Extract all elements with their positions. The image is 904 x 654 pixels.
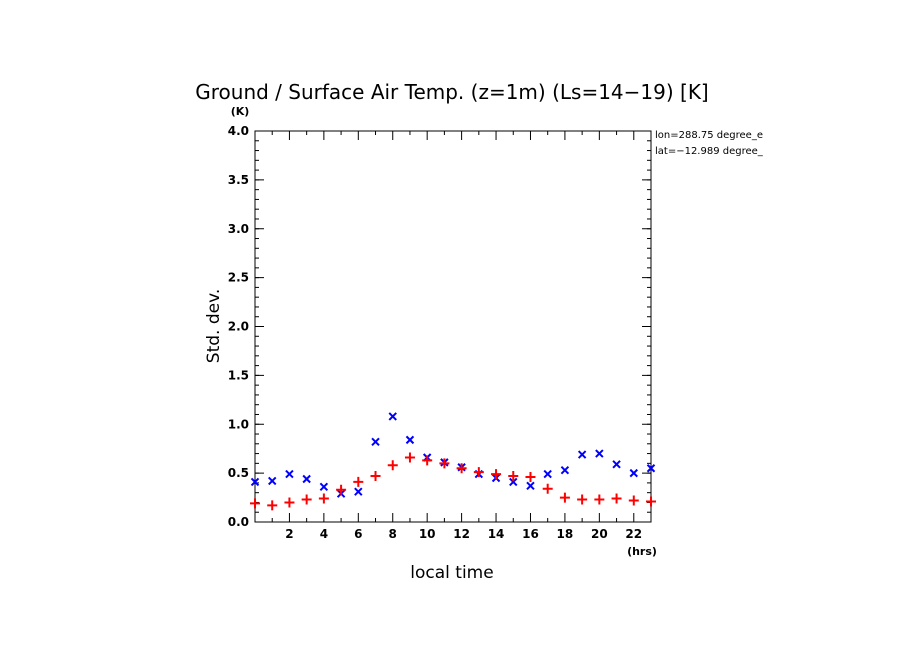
plus-marker [473,467,484,478]
x-tick-label: 14 [488,527,505,541]
x-marker [285,469,294,479]
plus-marker [336,484,347,495]
y-tick-label: 2.5 [228,271,249,285]
plus-marker [422,455,433,466]
x-marker [646,464,656,473]
lat-annotation: lat=−12.989 degree_ [655,146,764,157]
plus-marker [542,483,553,494]
plus-marker [267,500,278,511]
x-marker [595,449,604,458]
y-tick-label: 0.0 [228,515,249,529]
x-marker [302,474,311,484]
x-marker [509,477,518,487]
plus-marker [611,493,622,504]
series-1 [250,412,656,498]
x-tick-label: 4 [320,527,328,541]
y-tick-label: 3.0 [228,222,249,236]
axis-ticks: 0.0 0.5 1.0 1.5 2.0 2.5 3.0 3.5 4.0 2 4 6 8 10 12 14 16 1… [228,124,651,541]
x-marker [405,435,415,445]
x-tick-label: 8 [389,527,397,541]
y-axis-label: Std. dev. [204,289,224,363]
x-axis-label: local time [410,563,493,583]
x-marker [268,476,277,486]
lon-annotation: lon=288.75 degree_e [655,130,763,141]
plus-marker [301,494,312,505]
plus-marker [646,496,656,507]
x-marker [354,487,363,496]
y-axis-unit: (K) [231,105,250,118]
y-tick-label: 3.5 [228,173,249,187]
plus-marker [353,476,364,487]
plus-marker [370,471,381,482]
y-tick-label: 0.5 [228,466,249,480]
x-marker [371,437,380,447]
y-tick-label: 1.5 [228,368,249,382]
plus-marker [594,494,605,505]
y-tick-label: 1.0 [228,417,249,431]
x-marker [319,482,329,492]
x-marker [526,481,535,491]
x-marker [629,468,638,478]
x-marker [577,450,587,459]
plus-marker [508,471,519,482]
x-tick-label: 6 [354,527,362,541]
plus-marker [284,497,295,508]
chart-title: Ground / Surface Air Temp. (z=1m) (Ls=14… [195,80,709,104]
x-marker [560,465,570,475]
plus-marker [525,472,536,483]
plus-marker [404,452,415,463]
plus-marker [491,469,502,480]
series-2 [250,452,656,511]
x-tick-label: 10 [419,527,436,541]
x-tick-label: 2 [285,527,293,541]
x-tick-label: 22 [625,527,642,541]
x-marker [543,469,552,479]
x-marker [388,412,397,421]
y-tick-label: 4.0 [228,124,249,138]
plot-frame [254,130,652,523]
y-tick-label: 2.0 [228,320,249,334]
plus-marker [439,458,450,469]
plus-marker [318,493,329,504]
x-tick-label: 12 [453,527,470,541]
plus-marker [387,460,398,471]
x-axis-unit: (hrs) [627,545,657,558]
plus-marker [456,463,467,474]
plus-marker [577,494,588,505]
plus-marker [628,495,639,506]
x-marker [250,477,260,487]
plus-marker [250,498,260,509]
data-points [250,412,656,511]
x-tick-label: 20 [591,527,608,541]
x-tick-label: 18 [557,527,574,541]
x-marker [612,460,621,469]
plus-marker [559,492,570,503]
x-tick-label: 16 [522,527,539,541]
